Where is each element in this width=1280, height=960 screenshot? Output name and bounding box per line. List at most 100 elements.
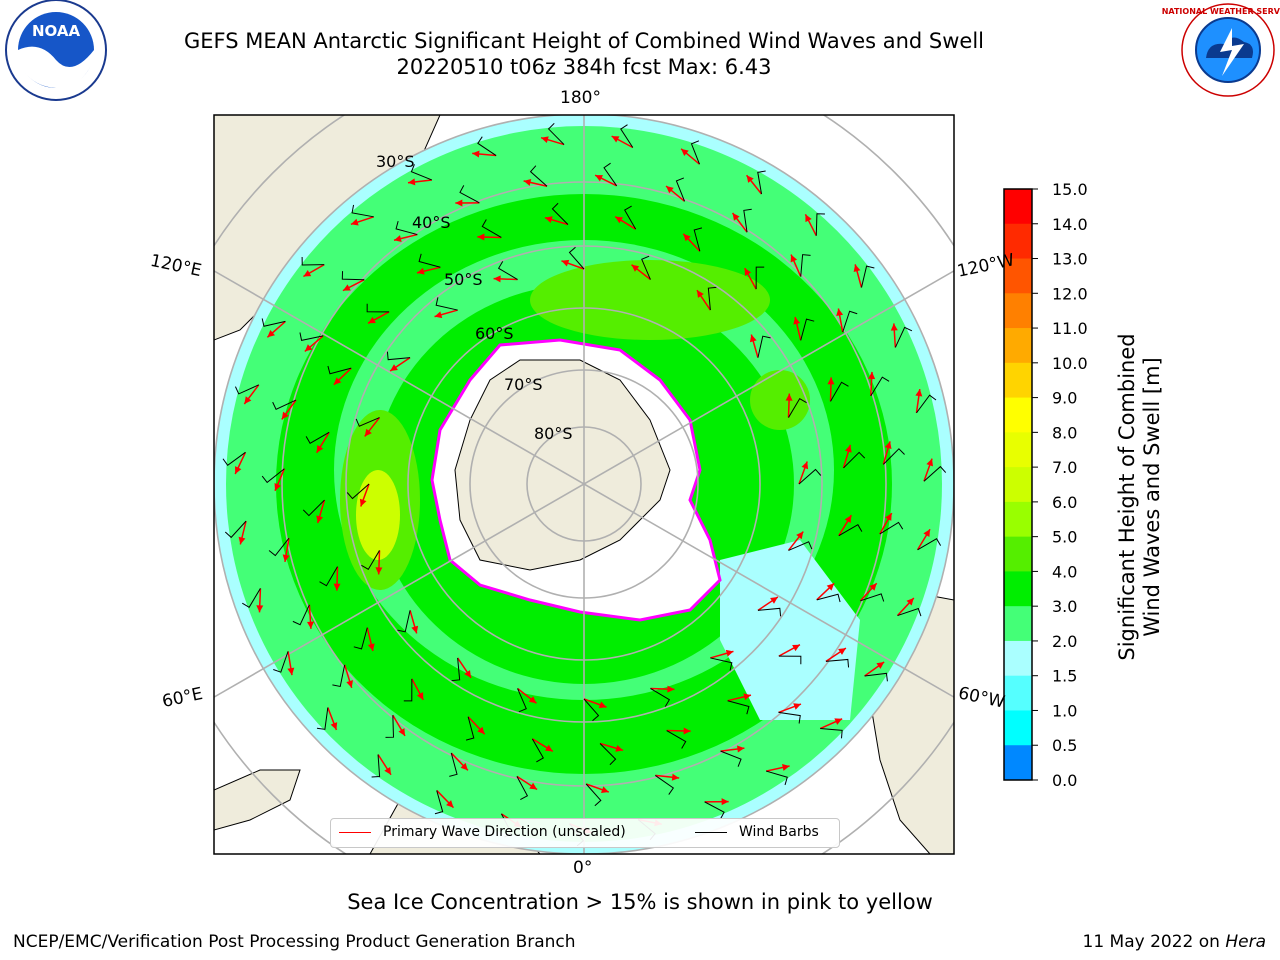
wave-direction-arrowhead xyxy=(681,148,689,157)
wind-barb xyxy=(366,303,390,313)
colorbar-tick-label: 8.0 xyxy=(1052,423,1077,442)
colorbar-tick-label: 13.0 xyxy=(1052,250,1088,269)
wind-barb xyxy=(798,468,822,485)
wind-barb xyxy=(272,399,297,411)
wave-direction-arrowhead xyxy=(411,625,419,634)
wind-barb xyxy=(743,208,752,233)
wave-direction-arrowhead xyxy=(394,235,402,242)
wind-barb xyxy=(641,255,651,280)
wave-direction-arrowhead xyxy=(545,744,553,752)
wave-direction-arrowhead xyxy=(793,703,801,710)
wind-barb xyxy=(720,750,742,767)
wind-barb xyxy=(583,698,600,722)
wave-direction-arrowhead xyxy=(749,334,757,343)
colorbar-swatch xyxy=(1004,328,1032,364)
colorbar-swatch xyxy=(1004,606,1032,642)
wind-barb xyxy=(449,752,458,777)
wave-direction-arrowhead xyxy=(667,685,675,693)
wind-barb xyxy=(585,783,602,807)
wave-direction-arrowhead xyxy=(844,515,852,523)
wave-direction-swatch xyxy=(339,832,371,833)
wave-direction-arrowhead xyxy=(375,567,383,575)
wind-barb xyxy=(788,397,807,418)
colorbar-tick-label: 9.0 xyxy=(1052,389,1077,408)
wave-direction-arrowhead xyxy=(827,377,835,385)
wind-barb xyxy=(481,219,502,238)
wind-barb xyxy=(655,774,675,795)
wind-barb xyxy=(690,140,700,165)
wave-direction-arrowhead xyxy=(390,364,398,372)
wind-barb xyxy=(710,657,733,671)
colorbar-tick-label: 6.0 xyxy=(1052,493,1077,512)
wave-direction-arrowhead xyxy=(477,233,485,241)
wind-barb xyxy=(916,394,937,414)
wave-direction-arrowhead xyxy=(915,389,923,397)
wave-direction-arrowhead xyxy=(303,270,312,277)
wave-direction-arrowhead xyxy=(460,762,468,771)
wave-direction-arrowhead xyxy=(631,264,640,272)
wind-barb xyxy=(870,376,890,397)
wave-direction-arrowhead xyxy=(732,213,740,221)
chart-subtitle: 20220510 t06z 384h fcst Max: 6.43 xyxy=(396,55,772,79)
wind-barb xyxy=(355,417,380,427)
lat-label-40s: 40°S xyxy=(412,213,451,232)
colorbar-tick-label: 0.5 xyxy=(1052,736,1077,755)
wave-direction-arrowhead xyxy=(744,268,752,276)
wind-barb xyxy=(497,261,518,280)
wind-barb xyxy=(815,213,825,236)
colorbar-label: Significant Height of Combined Wind Wave… xyxy=(1115,317,1165,677)
colorbar-swatch xyxy=(1004,675,1032,711)
wave-direction-arrowhead xyxy=(307,621,314,629)
wind-barb xyxy=(788,541,813,551)
wave-direction-arrowhead xyxy=(267,330,275,338)
wave-direction-arrowhead xyxy=(666,186,674,194)
colorbar-swatch xyxy=(1004,397,1032,433)
wave-direction-arrowhead xyxy=(844,444,852,453)
wave-direction-arrowhead xyxy=(541,136,549,144)
wind-barb xyxy=(222,451,246,466)
colorbar-swatch xyxy=(1004,223,1032,260)
wind-barb xyxy=(268,537,290,557)
wave-direction-arrowhead xyxy=(923,529,931,538)
wind-barb xyxy=(838,524,863,537)
wind-barb xyxy=(316,707,329,730)
footer-right: 11 May 2022 on Hera xyxy=(1083,932,1267,952)
wave-direction-arrowhead xyxy=(407,178,416,186)
wind-barb xyxy=(568,246,585,270)
wind-barb xyxy=(603,162,618,187)
wave-direction-arrowhead xyxy=(801,461,809,470)
colorbar-tick-label: 2.0 xyxy=(1052,632,1077,651)
wave-direction-arrowhead xyxy=(346,680,353,688)
wind-barb xyxy=(757,335,771,358)
wave-direction-arrowhead xyxy=(853,264,861,273)
wind-barb xyxy=(843,451,866,469)
colorbar-tick-label: 5.0 xyxy=(1052,528,1077,547)
graticule xyxy=(214,115,954,854)
wave-direction-arrowhead xyxy=(906,597,914,606)
wind-barb xyxy=(302,499,325,517)
wave-direction-arrowhead xyxy=(770,596,778,604)
wave-direction-arrowhead xyxy=(595,175,603,182)
wind-barb xyxy=(675,177,686,202)
lon-label-0: 0° xyxy=(573,858,593,878)
colorbar-swatch xyxy=(1004,432,1032,468)
lat-label-70s: 70°S xyxy=(504,375,543,394)
colorbar-tick-label: 0.0 xyxy=(1052,771,1077,790)
colorbar-tick-label: 1.0 xyxy=(1052,701,1077,720)
nws-logo-text: NATIONAL WEATHER SERVICE xyxy=(1162,7,1280,16)
wave-direction-arrowhead xyxy=(598,701,607,709)
wind-barb xyxy=(650,688,671,707)
wave-direction-arrowhead xyxy=(611,136,620,143)
wind-barb xyxy=(864,672,888,682)
colorbar-swatch xyxy=(1004,536,1032,572)
wave-direction-arrowhead xyxy=(364,428,372,437)
wind-barb xyxy=(825,658,850,668)
wind-barb xyxy=(757,607,782,617)
footer-left: NCEP/EMC/Verification Post Processing Pr… xyxy=(13,932,576,952)
wind-barb xyxy=(386,351,411,361)
wind-barb xyxy=(477,136,497,156)
wave-direction-arrowhead xyxy=(384,766,392,775)
wave-direction-arrowhead xyxy=(790,254,798,263)
wind-barb xyxy=(242,588,261,608)
